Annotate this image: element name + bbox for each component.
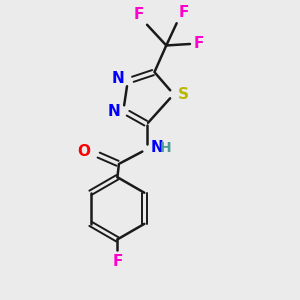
Text: O: O [77, 144, 90, 159]
Text: N: N [151, 140, 163, 155]
Text: F: F [178, 5, 188, 20]
Text: F: F [112, 254, 123, 268]
Text: H: H [160, 141, 171, 155]
Text: F: F [194, 37, 204, 52]
Text: N: N [112, 71, 125, 86]
Text: S: S [178, 87, 189, 102]
Text: F: F [134, 7, 144, 22]
Text: N: N [108, 104, 120, 119]
